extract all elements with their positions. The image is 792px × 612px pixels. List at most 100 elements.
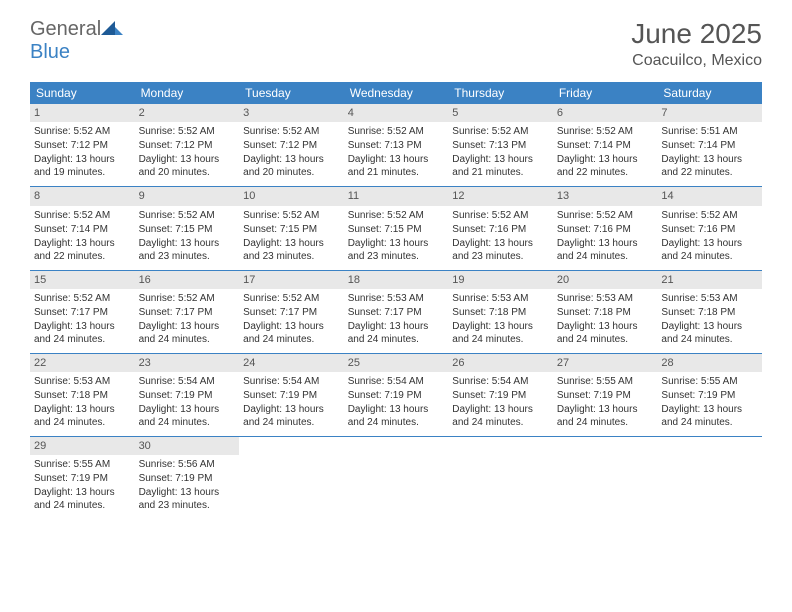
day-number: 21 — [657, 271, 762, 289]
calendar-cell: 27 Sunrise: 5:55 AMSunset: 7:19 PMDayligh… — [553, 354, 658, 436]
day-number: 1 — [30, 104, 135, 122]
sunset-line: Sunset: 7:19 PM — [243, 389, 340, 402]
day-number: 11 — [344, 187, 449, 205]
sunset-line: Sunset: 7:12 PM — [34, 139, 131, 152]
calendar-cell: 14 Sunrise: 5:52 AMSunset: 7:16 PMDayligh… — [657, 187, 762, 269]
sunset-line: Sunset: 7:19 PM — [557, 389, 654, 402]
page-header: General Blue June 2025 Coacuilco, Mexico — [0, 0, 792, 78]
calendar-cell: 7Sunrise: 5:51 AMSunset: 7:14 PMDaylight… — [657, 104, 762, 186]
month-title: June 2025 — [631, 18, 762, 50]
daylight-line: Daylight: 13 hours and 24 minutes. — [557, 320, 654, 346]
day-number: 14 — [657, 187, 762, 205]
day-number: 13 — [553, 187, 658, 205]
daylight-line: Daylight: 13 hours and 24 minutes. — [661, 320, 758, 346]
sunset-line: Sunset: 7:17 PM — [348, 306, 445, 319]
sunrise-line: Sunrise: 5:52 AM — [661, 209, 758, 222]
day-number: 3 — [239, 104, 344, 122]
sunset-line: Sunset: 7:16 PM — [661, 223, 758, 236]
weekday-header: Wednesday — [344, 82, 449, 104]
daylight-line: Daylight: 13 hours and 24 minutes. — [139, 320, 236, 346]
daylight-line: Daylight: 13 hours and 20 minutes. — [243, 153, 340, 179]
sunrise-line: Sunrise: 5:55 AM — [557, 375, 654, 388]
day-number: 7 — [657, 104, 762, 122]
calendar-week: 15Sunrise: 5:52 AMSunset: 7:17 PMDayligh… — [30, 271, 762, 354]
location: Coacuilco, Mexico — [631, 52, 762, 70]
calendar-cell — [553, 437, 658, 519]
sunrise-line: Sunrise: 5:53 AM — [34, 375, 131, 388]
day-number: 22 — [30, 354, 135, 372]
sunrise-line: Sunrise: 5:53 AM — [661, 292, 758, 305]
day-number: 23 — [135, 354, 240, 372]
day-number: 27 — [553, 354, 658, 372]
sunrise-line: Sunrise: 5:52 AM — [243, 125, 340, 138]
day-number: 5 — [448, 104, 553, 122]
sunset-line: Sunset: 7:14 PM — [557, 139, 654, 152]
calendar-cell: 12Sunrise: 5:52 AMSunset: 7:16 PMDayligh… — [448, 187, 553, 269]
calendar-cell: 6Sunrise: 5:52 AMSunset: 7:14 PMDaylight… — [553, 104, 658, 186]
calendar-cell: 23Sunrise: 5:54 AMSunset: 7:19 PMDayligh… — [135, 354, 240, 436]
calendar-cell: 19Sunrise: 5:53 AMSunset: 7:18 PMDayligh… — [448, 271, 553, 353]
calendar-cell: 15Sunrise: 5:52 AMSunset: 7:17 PMDayligh… — [30, 271, 135, 353]
calendar-week: 8Sunrise: 5:52 AMSunset: 7:14 PMDaylight… — [30, 187, 762, 270]
sunset-line: Sunset: 7:12 PM — [243, 139, 340, 152]
day-number: 15 — [30, 271, 135, 289]
sunset-line: Sunset: 7:16 PM — [557, 223, 654, 236]
sunset-line: Sunset: 7:18 PM — [34, 389, 131, 402]
calendar-cell: 4Sunrise: 5:52 AMSunset: 7:13 PMDaylight… — [344, 104, 449, 186]
calendar-cell: 17Sunrise: 5:52 AMSunset: 7:17 PMDayligh… — [239, 271, 344, 353]
daylight-line: Daylight: 13 hours and 20 minutes. — [139, 153, 236, 179]
sunset-line: Sunset: 7:16 PM — [452, 223, 549, 236]
sunrise-line: Sunrise: 5:55 AM — [661, 375, 758, 388]
daylight-line: Daylight: 13 hours and 22 minutes. — [661, 153, 758, 179]
sunset-line: Sunset: 7:19 PM — [452, 389, 549, 402]
sunset-line: Sunset: 7:19 PM — [139, 389, 236, 402]
calendar: SundayMondayTuesdayWednesdayThursdayFrid… — [30, 82, 762, 519]
calendar-cell: 29Sunrise: 5:55 AMSunset: 7:19 PMDayligh… — [30, 437, 135, 519]
logo-text-blue: Blue — [30, 41, 70, 63]
sunrise-line: Sunrise: 5:52 AM — [452, 209, 549, 222]
sunrise-line: Sunrise: 5:52 AM — [34, 209, 131, 222]
sunrise-line: Sunrise: 5:54 AM — [243, 375, 340, 388]
sunrise-line: Sunrise: 5:56 AM — [139, 458, 236, 471]
sunrise-line: Sunrise: 5:53 AM — [557, 292, 654, 305]
calendar-cell: 1Sunrise: 5:52 AMSunset: 7:12 PMDaylight… — [30, 104, 135, 186]
calendar-cell — [344, 437, 449, 519]
sunset-line: Sunset: 7:19 PM — [34, 472, 131, 485]
sunset-line: Sunset: 7:12 PM — [139, 139, 236, 152]
sunrise-line: Sunrise: 5:52 AM — [348, 125, 445, 138]
daylight-line: Daylight: 13 hours and 22 minutes. — [557, 153, 654, 179]
weekday-header: Saturday — [657, 82, 762, 104]
daylight-line: Daylight: 13 hours and 24 minutes. — [452, 320, 549, 346]
daylight-line: Daylight: 13 hours and 24 minutes. — [243, 320, 340, 346]
calendar-cell: 13Sunrise: 5:52 AMSunset: 7:16 PMDayligh… — [553, 187, 658, 269]
sunrise-line: Sunrise: 5:54 AM — [139, 375, 236, 388]
calendar-cell: 2Sunrise: 5:52 AMSunset: 7:12 PMDaylight… — [135, 104, 240, 186]
weekday-header: Thursday — [448, 82, 553, 104]
sunset-line: Sunset: 7:18 PM — [452, 306, 549, 319]
calendar-cell: 28Sunrise: 5:55 AMSunset: 7:19 PMDayligh… — [657, 354, 762, 436]
calendar-cell: 20Sunrise: 5:53 AMSunset: 7:18 PMDayligh… — [553, 271, 658, 353]
calendar-cell: 18Sunrise: 5:53 AMSunset: 7:17 PMDayligh… — [344, 271, 449, 353]
calendar-cell: 30 Sunrise: 5:56 AMSunset: 7:19 PMDayligh… — [135, 437, 240, 519]
calendar-cell: 5Sunrise: 5:52 AMSunset: 7:13 PMDaylight… — [448, 104, 553, 186]
sunset-line: Sunset: 7:19 PM — [139, 472, 236, 485]
daylight-line: Daylight: 13 hours and 24 minutes. — [661, 237, 758, 263]
daylight-line: Daylight: 13 hours and 23 minutes. — [139, 486, 236, 512]
sunrise-line: Sunrise: 5:52 AM — [34, 125, 131, 138]
day-number: 9 — [135, 187, 240, 205]
sunrise-line: Sunrise: 5:52 AM — [139, 125, 236, 138]
daylight-line: Daylight: 13 hours and 24 minutes. — [557, 403, 654, 429]
sunset-line: Sunset: 7:14 PM — [661, 139, 758, 152]
day-number: 30 — [135, 437, 240, 455]
logo-text-general: General — [30, 18, 101, 40]
day-number: 6 — [553, 104, 658, 122]
sunrise-line: Sunrise: 5:53 AM — [348, 292, 445, 305]
daylight-line: Daylight: 13 hours and 23 minutes. — [243, 237, 340, 263]
sunrise-line: Sunrise: 5:52 AM — [243, 209, 340, 222]
calendar-cell: 3 Sunrise: 5:52 AMSunset: 7:12 PMDaylight… — [239, 104, 344, 186]
sunset-line: Sunset: 7:19 PM — [661, 389, 758, 402]
calendar-cell: 24Sunrise: 5:54 AMSunset: 7:19 PMDayligh… — [239, 354, 344, 436]
calendar-cell — [657, 437, 762, 519]
daylight-line: Daylight: 13 hours and 22 minutes. — [34, 237, 131, 263]
day-number: 26 — [448, 354, 553, 372]
